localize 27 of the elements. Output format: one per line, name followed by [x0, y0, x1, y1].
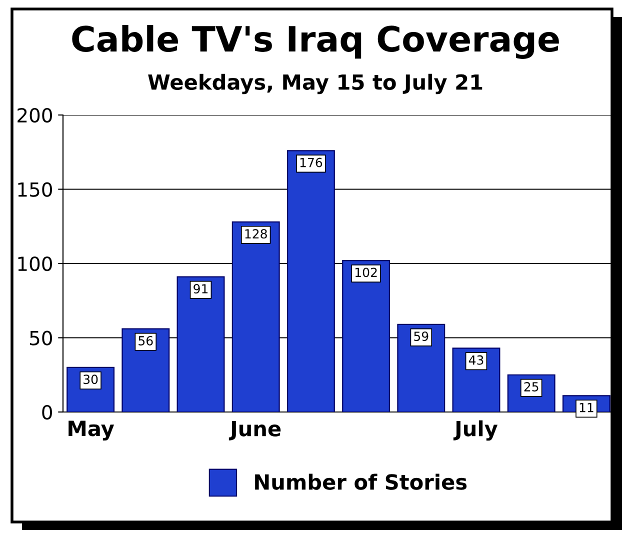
data-label: 176	[300, 158, 322, 168]
data-label: 11	[580, 402, 594, 412]
x-tick-label: July	[453, 420, 498, 441]
x-tick-label: June	[228, 420, 281, 440]
bar	[232, 221, 280, 412]
data-label: 59	[414, 332, 428, 342]
bar	[122, 328, 170, 412]
chart-subtitle: Weekdays, May 15 to July 21	[148, 74, 482, 94]
data-label: 25	[524, 382, 538, 392]
y-tick-label: 0	[42, 404, 52, 420]
y-tick-label: 150	[18, 182, 52, 197]
data-label: 91	[194, 284, 208, 294]
bar	[286, 150, 335, 412]
y-tick-label: 200	[18, 108, 52, 123]
bar	[342, 260, 390, 412]
x-tick-label: May	[68, 420, 114, 440]
data-label: 56	[138, 336, 153, 346]
y-tick-label: 50	[30, 330, 52, 346]
bar	[397, 324, 446, 412]
data-label: 128	[245, 229, 267, 239]
y-tick-label: 100	[18, 256, 52, 272]
data-label: 43	[468, 355, 484, 365]
data-label: 102	[355, 268, 377, 278]
chart-title: Cable TV's Iraq Coverage	[72, 25, 559, 59]
bar	[176, 276, 225, 412]
legend-label: Number of Stories	[255, 474, 467, 490]
data-label: 30	[84, 374, 98, 384]
